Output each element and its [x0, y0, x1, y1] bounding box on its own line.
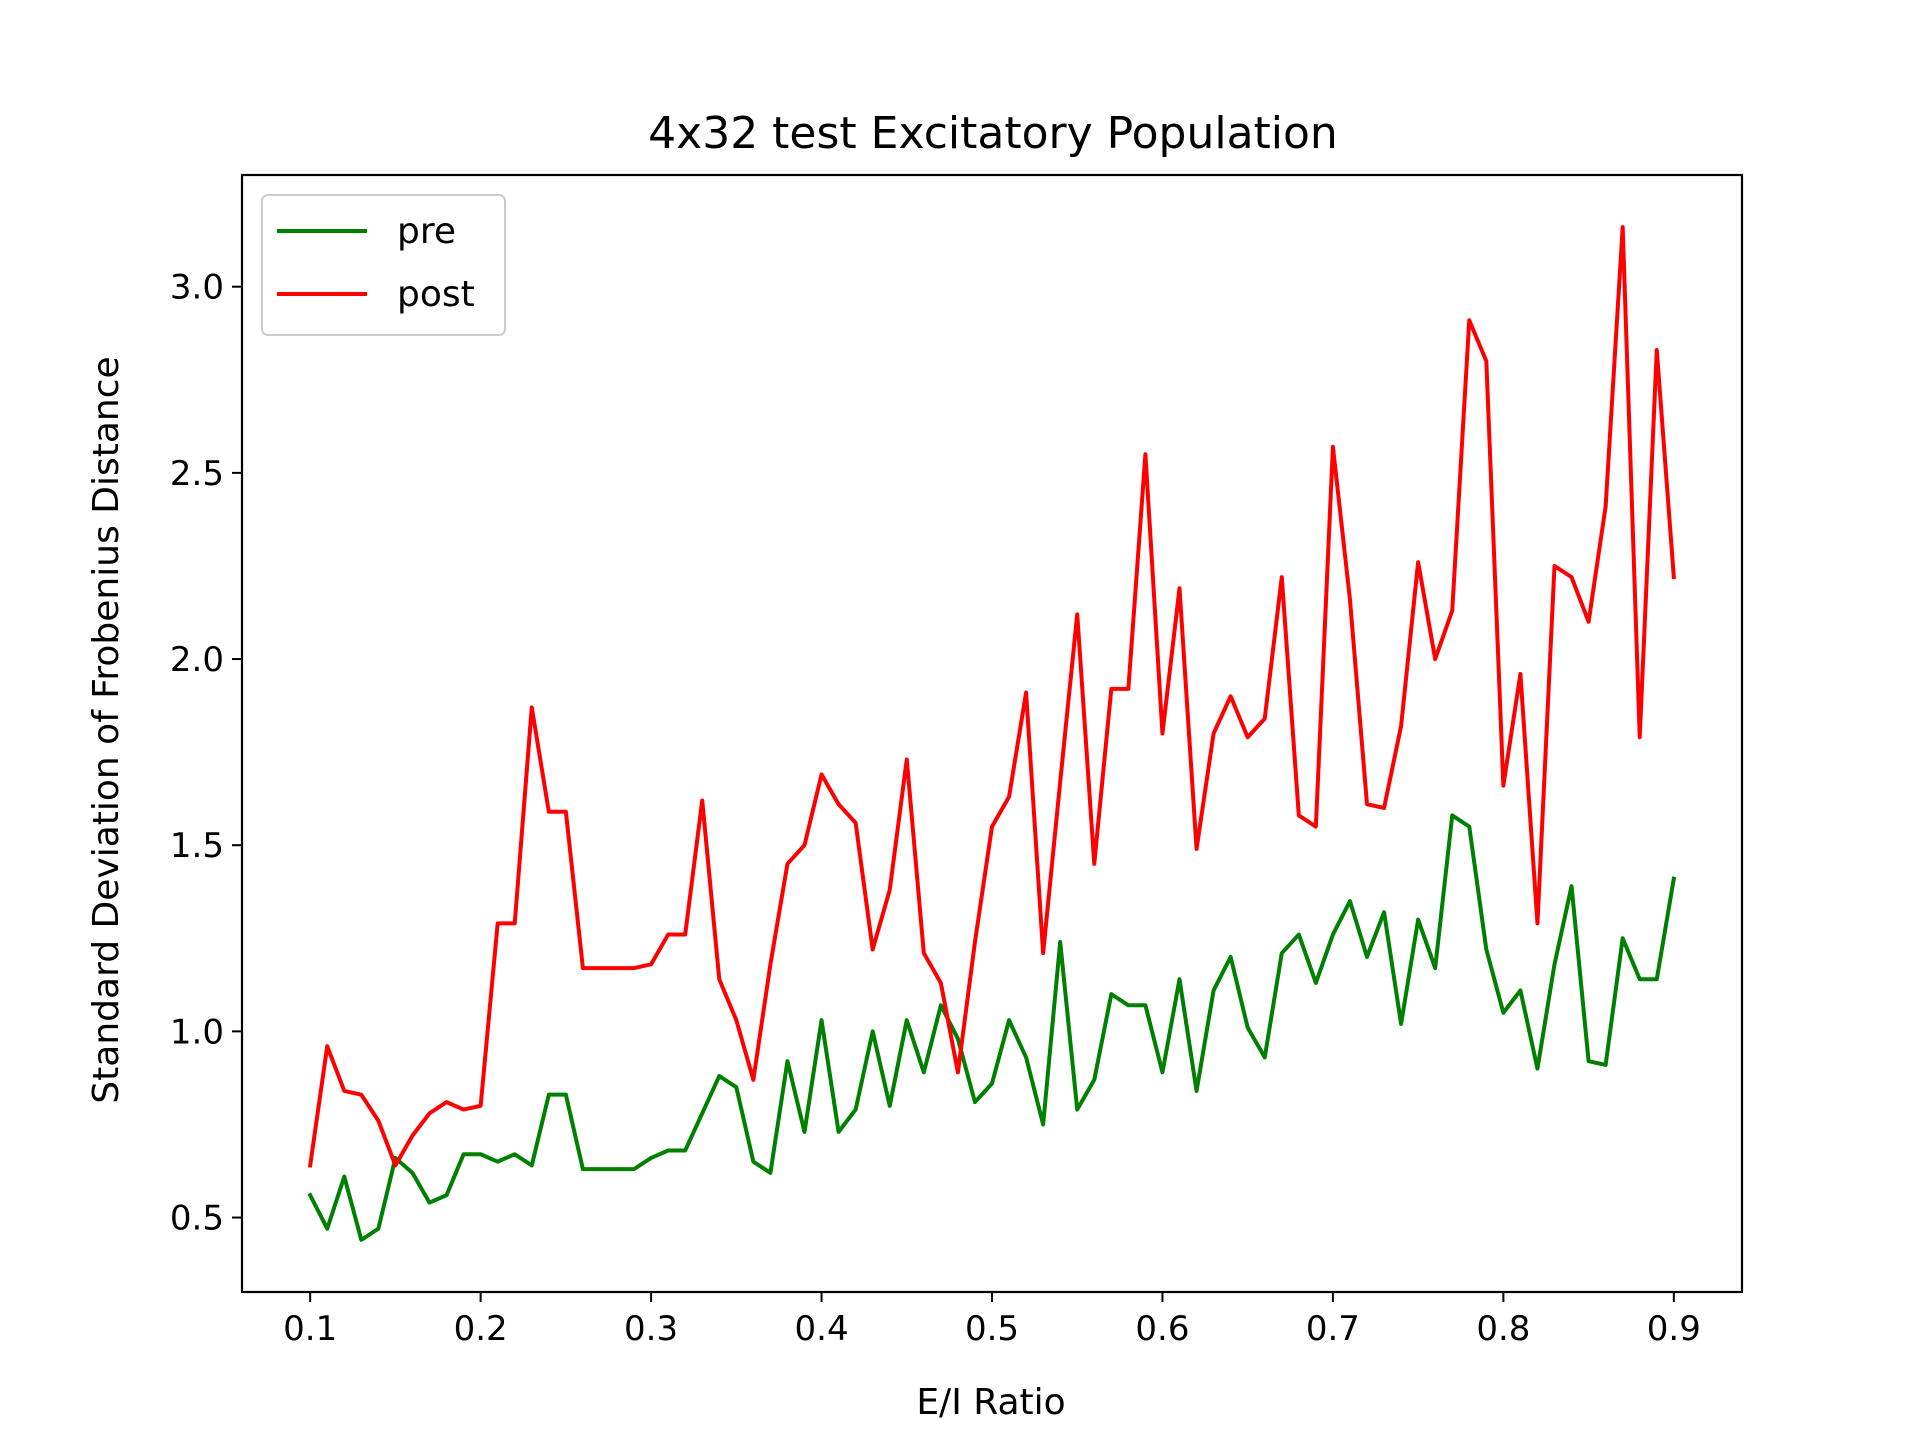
x-tick-label: 0.6	[1135, 1309, 1189, 1349]
x-tick-label: 0.4	[795, 1309, 849, 1349]
x-tick-label: 0.9	[1647, 1309, 1701, 1349]
y-tick-label: 1.0	[170, 1012, 224, 1052]
x-axis-label: E/I Ratio	[916, 1382, 1065, 1423]
chart-title: 4x32 test Excitatory Population	[648, 108, 1338, 159]
plot-area: 0.1 0.2 0.3 0.4 0.5 0.6 0.7 0.8 0.9 0.5 1.0 1.5 2.0 2…	[170, 173, 1744, 1349]
x-tick-label: 0.8	[1476, 1309, 1530, 1349]
legend-label-pre: pre	[397, 211, 456, 252]
y-tick-label: 3.0	[170, 268, 224, 308]
y-axis-label: Standard Deviation of Frobenius Distance	[86, 356, 127, 1103]
x-tick-label: 0.1	[283, 1309, 337, 1349]
legend-label-post: post	[397, 274, 475, 315]
x-tick-label: 0.5	[965, 1309, 1019, 1349]
y-tick-label: 0.5	[170, 1199, 224, 1239]
y-tick-label: 2.0	[170, 640, 224, 680]
y-tick-label: 1.5	[170, 826, 224, 866]
y-tick-label: 2.5	[170, 454, 224, 494]
x-tick-label: 0.2	[454, 1309, 508, 1349]
series-line-pre	[307, 813, 1677, 1242]
x-tick-label: 0.3	[624, 1309, 678, 1349]
x-tick-label: 0.7	[1306, 1309, 1360, 1349]
series-line-post	[307, 225, 1676, 1168]
